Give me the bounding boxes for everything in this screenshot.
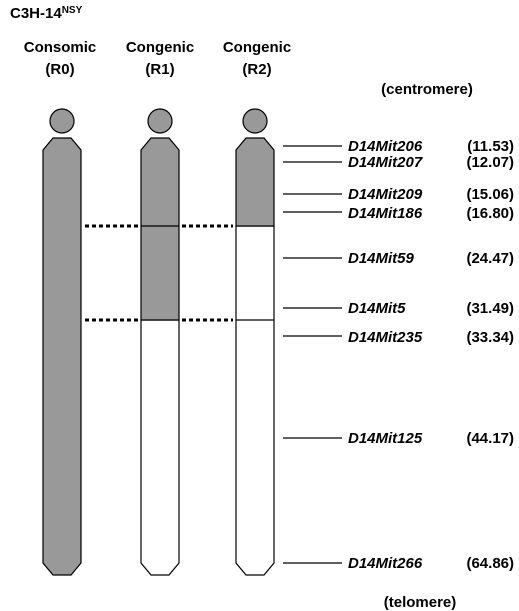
figure: C3H-14NSY Consomic (R0) Congenic (R1) Co…	[0, 0, 519, 611]
marker-position: (64.86)	[466, 555, 514, 572]
centromere-knob	[50, 109, 74, 133]
markers: D14Mit206 (11.53) D14Mit207 (12.07) D14Mit20…	[283, 138, 514, 572]
chromosome-r1-c3h	[141, 320, 179, 575]
marker-position: (33.34)	[466, 329, 514, 346]
strain-label: Consomic	[24, 39, 97, 56]
marker-position: (15.06)	[466, 186, 514, 203]
title: C3H-14NSY	[10, 5, 83, 22]
marker-name: D14Mit206	[348, 138, 423, 155]
marker-name: D14Mit186	[348, 205, 423, 222]
marker-name: D14Mit5	[348, 300, 406, 317]
centromere-label: (centromere)	[381, 81, 473, 98]
marker-name: D14Mit266	[348, 555, 423, 572]
marker-name: D14Mit209	[348, 186, 423, 203]
centromere-knob	[243, 109, 267, 133]
chromosome-r2-c3h	[236, 226, 274, 575]
telomere-label: (telomere)	[384, 594, 457, 611]
chromosomes	[43, 109, 274, 575]
marker-name: D14Mit125	[348, 430, 423, 447]
marker-position: (31.49)	[466, 300, 514, 317]
strain-id: (R0)	[45, 61, 74, 78]
strain-id: (R1)	[145, 61, 174, 78]
marker-name: D14Mit235	[348, 329, 423, 346]
strain-label: Congenic	[126, 39, 194, 56]
marker-name: D14Mit59	[348, 250, 415, 267]
strain-label: Congenic	[223, 39, 291, 56]
centromere-knob	[148, 109, 172, 133]
strain-id: (R2)	[242, 61, 271, 78]
chromosome-r0	[43, 138, 81, 575]
marker-position: (24.47)	[466, 250, 514, 267]
marker-position: (12.07)	[466, 154, 514, 171]
chromosome-r2-nsy	[236, 138, 274, 226]
marker-name: D14Mit207	[348, 154, 423, 171]
title-superscript: NSY	[62, 5, 83, 16]
marker-position: (44.17)	[466, 430, 514, 447]
title-main: C3H-14	[10, 5, 62, 22]
marker-position: (11.53)	[467, 138, 514, 155]
chromosome-r1-nsy	[141, 138, 179, 320]
marker-position: (16.80)	[466, 205, 514, 222]
